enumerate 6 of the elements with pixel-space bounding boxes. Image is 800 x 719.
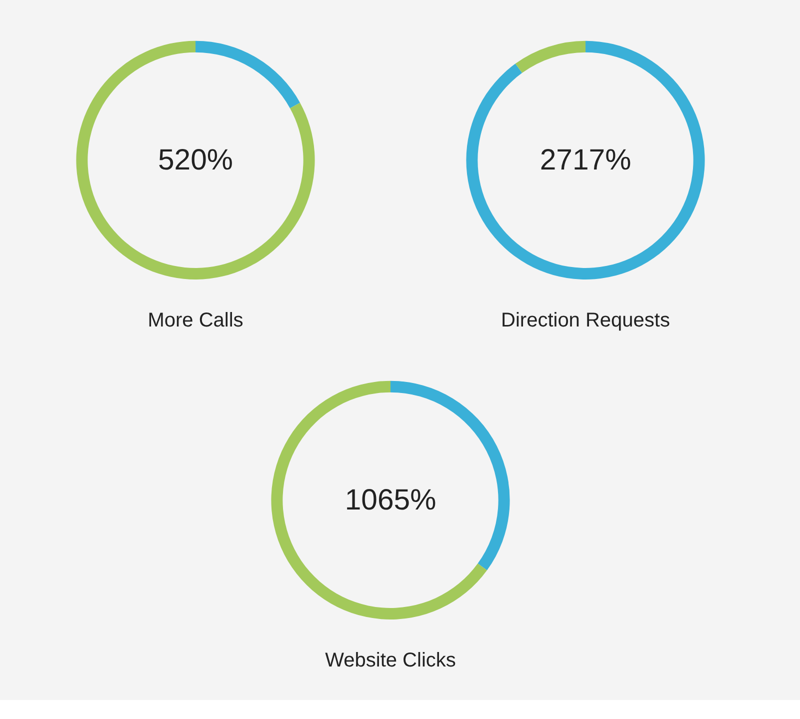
text: Website Clicks [325,649,456,672]
text: 1065% [344,484,436,517]
text: More Calls [148,309,244,332]
text: 2717% [540,144,632,177]
text: Direction Requests [501,309,670,332]
text: 520% [158,144,234,177]
